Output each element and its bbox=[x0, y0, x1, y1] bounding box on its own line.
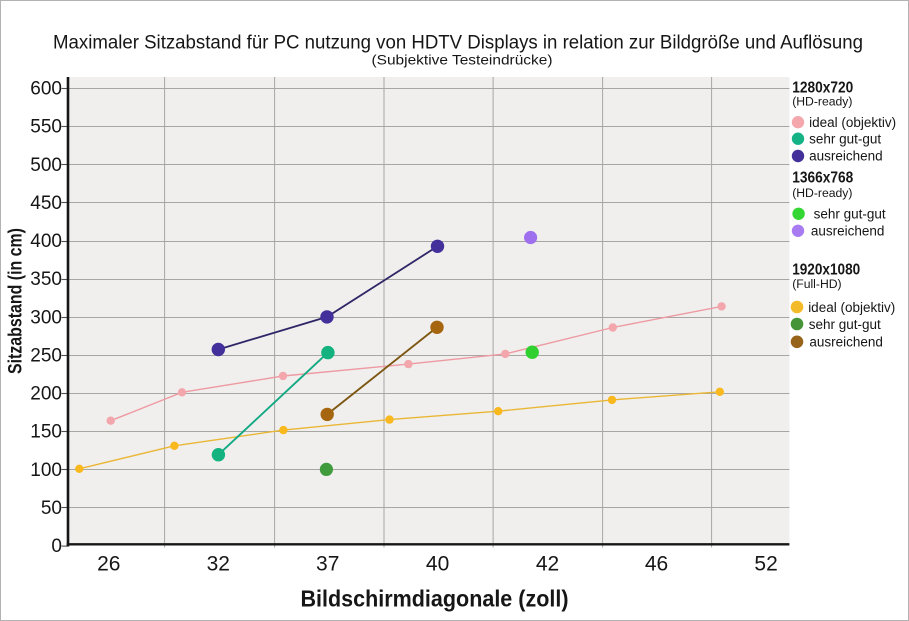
svg-text:(Subjektive Testeindrücke): (Subjektive Testeindrücke) bbox=[372, 52, 553, 68]
svg-text:(HD-ready): (HD-ready) bbox=[792, 95, 852, 109]
svg-text:200: 200 bbox=[30, 384, 62, 405]
svg-text:1280x720: 1280x720 bbox=[792, 79, 853, 96]
svg-text:(HD-ready): (HD-ready) bbox=[792, 186, 852, 200]
svg-text:400: 400 bbox=[30, 231, 62, 252]
svg-text:Sitzabstand (in cm): Sitzabstand (in cm) bbox=[5, 228, 27, 374]
svg-text:0: 0 bbox=[51, 536, 62, 557]
svg-text:1920x1080: 1920x1080 bbox=[792, 261, 860, 278]
svg-text:600: 600 bbox=[30, 79, 62, 100]
svg-text:37: 37 bbox=[316, 553, 339, 576]
svg-text:250: 250 bbox=[30, 345, 62, 366]
svg-text:sehr gut-gut: sehr gut-gut bbox=[814, 206, 886, 221]
svg-text:32: 32 bbox=[207, 553, 230, 576]
svg-text:350: 350 bbox=[30, 269, 62, 290]
svg-text:52: 52 bbox=[754, 553, 777, 576]
svg-text:150: 150 bbox=[30, 422, 62, 443]
svg-text:40: 40 bbox=[426, 553, 449, 576]
svg-text:450: 450 bbox=[30, 193, 62, 214]
svg-text:Bildschirmdiagonale (zoll): Bildschirmdiagonale (zoll) bbox=[301, 585, 569, 611]
svg-text:(Full-HD): (Full-HD) bbox=[792, 277, 841, 291]
svg-text:50: 50 bbox=[41, 498, 62, 519]
svg-text:ideal (objektiv): ideal (objektiv) bbox=[808, 300, 895, 315]
svg-text:ausreichend: ausreichend bbox=[809, 149, 883, 164]
svg-text:42: 42 bbox=[536, 553, 559, 576]
svg-text:500: 500 bbox=[30, 155, 62, 176]
svg-text:Maximaler Sitzabstand für PC n: Maximaler Sitzabstand für PC nutzung von… bbox=[53, 33, 863, 54]
svg-text:46: 46 bbox=[645, 553, 668, 576]
svg-text:ausreichend: ausreichend bbox=[809, 334, 883, 349]
svg-text:sehr gut-gut: sehr gut-gut bbox=[809, 317, 881, 332]
svg-text:ausreichend: ausreichend bbox=[811, 223, 885, 238]
svg-text:1366x768: 1366x768 bbox=[792, 170, 853, 187]
svg-text:550: 550 bbox=[30, 117, 62, 138]
svg-text:sehr gut-gut: sehr gut-gut bbox=[809, 131, 881, 146]
svg-text:100: 100 bbox=[30, 460, 62, 481]
svg-text:300: 300 bbox=[30, 307, 62, 328]
svg-text:ideal (objektiv): ideal (objektiv) bbox=[809, 115, 896, 130]
svg-text:26: 26 bbox=[97, 553, 120, 576]
